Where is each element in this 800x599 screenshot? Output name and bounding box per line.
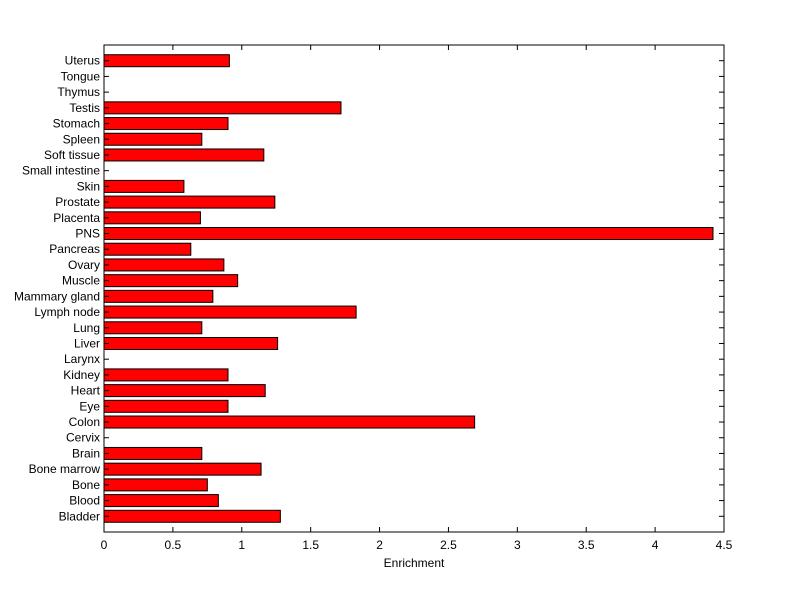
y-tick-label: Stomach: [53, 117, 100, 131]
bar-pns: [103, 227, 714, 241]
x-tick-label: 0.5: [165, 538, 182, 552]
y-tick-label: Mammary gland: [14, 289, 100, 303]
bar-soft-tissue: [103, 148, 265, 162]
bar-skin: [103, 179, 185, 193]
y-tick-label: Larynx: [64, 352, 100, 366]
y-tick-label: Bone: [72, 478, 100, 492]
y-tick-label: Liver: [74, 336, 100, 350]
bar-kidney: [103, 368, 229, 382]
bar-bone-marrow: [103, 462, 262, 476]
bar-placenta: [103, 211, 201, 225]
x-tick-label: 3.5: [578, 538, 595, 552]
x-tick-label: 4.5: [716, 538, 733, 552]
bar-bladder: [103, 509, 281, 523]
bar-uterus: [103, 54, 230, 68]
bar-spleen: [103, 132, 203, 146]
bar-lung: [103, 321, 203, 335]
bar-prostate: [103, 195, 276, 209]
x-tick-label: 2: [376, 538, 383, 552]
y-tick-label: Skin: [77, 179, 100, 193]
y-tick-label: Soft tissue: [44, 148, 100, 162]
x-tick-label: 0: [101, 538, 108, 552]
x-ticks-group: 0 0.5 1 1.5 2 2.5 3 3.5 4 4.5: [101, 45, 733, 552]
bar-heart: [103, 384, 266, 398]
bar-pancreas: [103, 242, 192, 256]
y-tick-label: Pancreas: [49, 242, 100, 256]
y-tick-label: Cervix: [66, 431, 100, 445]
y-tick-label: Colon: [69, 415, 100, 429]
bar-blood: [103, 494, 219, 508]
bar-brain: [103, 446, 203, 460]
y-tick-label: Placenta: [53, 211, 100, 225]
y-tick-label: Small intestine: [22, 164, 100, 178]
y-tick-label: Muscle: [62, 274, 100, 288]
bar-bone: [103, 478, 208, 492]
y-tick-label: Uterus: [65, 54, 100, 68]
y-tick-label: Kidney: [63, 368, 100, 382]
x-tick-label: 1: [238, 538, 245, 552]
y-tick-label: Prostate: [55, 195, 100, 209]
bar-mammary-gland: [103, 289, 214, 303]
plot-frame: [103, 44, 725, 533]
y-tick-label: Spleen: [63, 132, 100, 146]
bar-ovary: [103, 258, 225, 272]
y-tick-label: PNS: [75, 227, 100, 241]
y-tick-label: Brain: [72, 446, 100, 460]
bar-stomach: [103, 117, 229, 131]
y-tick-label: Blood: [69, 494, 100, 508]
bar-testis: [103, 101, 342, 115]
y-tick-label: Bladder: [59, 509, 100, 523]
x-tick-label: 3: [514, 538, 521, 552]
x-tick-label: 1.5: [302, 538, 319, 552]
y-tick-label: Ovary: [68, 258, 100, 272]
bar-colon: [103, 415, 476, 429]
y-tick-label: Eye: [79, 399, 100, 413]
y-tick-label: Tongue: [61, 69, 101, 83]
x-tick-label: 4: [652, 538, 659, 552]
bar-lymph-node: [103, 305, 357, 319]
x-tick-label: 2.5: [440, 538, 457, 552]
bar-eye: [103, 399, 229, 413]
bar-liver: [103, 336, 279, 350]
bar-muscle: [103, 274, 239, 288]
y-tick-label: Lymph node: [34, 305, 100, 319]
y-tick-label: Heart: [71, 384, 101, 398]
y-tick-label: Lung: [73, 321, 100, 335]
y-tick-label: Thymus: [57, 85, 100, 99]
y-tick-label: Bone marrow: [29, 462, 101, 476]
y-tick-label: Testis: [69, 101, 100, 115]
x-axis-label: Enrichment: [384, 556, 445, 570]
